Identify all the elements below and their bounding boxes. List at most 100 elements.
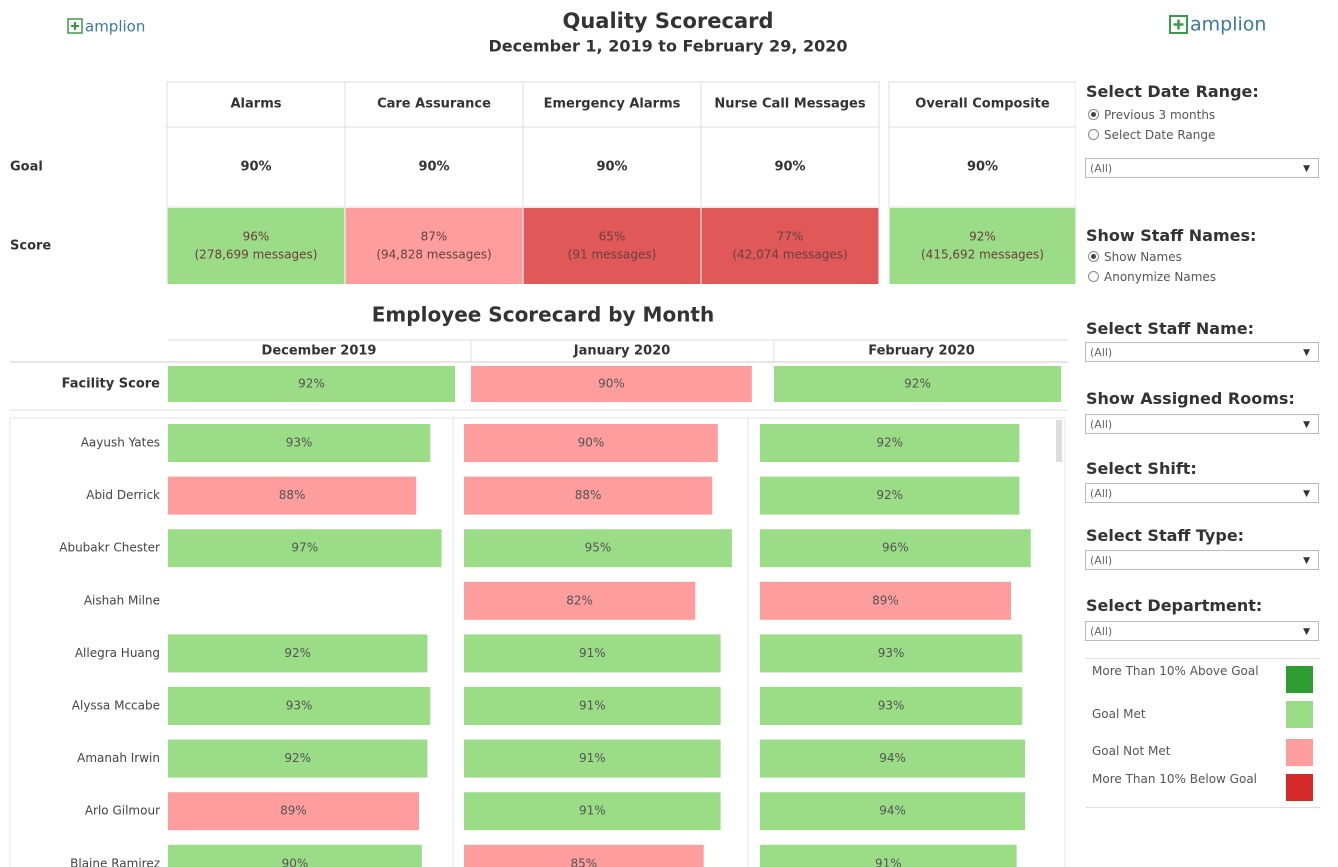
filter-label: Select Date Range: xyxy=(1086,82,1259,101)
radio-option[interactable]: Previous 3 months xyxy=(1088,108,1215,122)
bar-label: 96% xyxy=(882,541,909,555)
dropdown-arrow: ▼ xyxy=(1303,420,1310,430)
bar xyxy=(168,792,419,831)
dropdown-value: (All) xyxy=(1090,487,1113,500)
facility-value: 90% xyxy=(598,377,625,391)
radio-dot[interactable] xyxy=(1088,271,1099,282)
bar xyxy=(760,581,1011,620)
legend-label: More Than 10% Above Goal xyxy=(1092,664,1259,678)
dropdown[interactable]: (All) ▼ xyxy=(1085,414,1319,434)
facility-bar xyxy=(168,366,456,402)
radio-label: Show Names xyxy=(1104,250,1182,264)
filter-label: Show Assigned Rooms: xyxy=(1086,389,1295,408)
dropdown[interactable]: (All) ▼ xyxy=(1085,158,1319,178)
bar-label: 93% xyxy=(878,646,905,660)
radio-option[interactable]: Anonymize Names xyxy=(1088,270,1216,284)
column-header: Care Assurance xyxy=(377,97,491,112)
bar xyxy=(760,476,1020,515)
goal-value: 90% xyxy=(240,160,271,175)
row-label: Score xyxy=(10,239,51,254)
bar-label: 92% xyxy=(876,436,903,450)
bar-label: 92% xyxy=(876,488,903,502)
bar xyxy=(464,581,696,620)
bar-label: 91% xyxy=(579,699,606,713)
legend-label: Goal Met xyxy=(1092,707,1146,721)
dropdown[interactable]: (All) ▼ xyxy=(1085,483,1319,503)
radio-dot[interactable] xyxy=(1088,251,1099,262)
bar xyxy=(760,529,1031,568)
bar xyxy=(760,739,1026,778)
score-value: 92% xyxy=(969,230,996,244)
radio-dot[interactable] xyxy=(1088,109,1099,120)
bar-label: 82% xyxy=(566,593,593,607)
bar xyxy=(168,687,431,725)
facility-value: 92% xyxy=(298,377,325,391)
dropdown[interactable]: (All) ▼ xyxy=(1085,342,1319,362)
radio-dot[interactable] xyxy=(1088,129,1099,140)
bar-label: 92% xyxy=(284,646,311,660)
score-messages: (91 messages) xyxy=(568,248,657,262)
facility-bar xyxy=(471,366,752,402)
bar-label: 88% xyxy=(279,488,306,502)
employee-name: Blaine Ramirez xyxy=(70,856,160,867)
bar xyxy=(168,844,422,867)
bar-label: 93% xyxy=(878,699,905,713)
bar-label: 88% xyxy=(575,488,602,502)
dropdown-arrow: ▼ xyxy=(1303,489,1310,499)
dropdown[interactable]: (All) ▼ xyxy=(1085,621,1319,641)
bar xyxy=(760,792,1026,831)
radio-option[interactable]: Show Names xyxy=(1088,250,1182,264)
bar-label: 89% xyxy=(872,593,899,607)
dropdown-value: (All) xyxy=(1090,625,1113,638)
legend-swatch xyxy=(1286,666,1313,693)
goal-cell xyxy=(344,126,524,208)
bar xyxy=(168,476,417,515)
employee-name: Aishah Milne xyxy=(84,593,160,607)
filter-label: Show Staff Names: xyxy=(1086,226,1257,245)
goal-value: 90% xyxy=(596,160,627,175)
section-title: Employee Scorecard by Month xyxy=(372,303,714,327)
goal-value: 90% xyxy=(967,160,998,175)
score-value: 77% xyxy=(777,230,804,244)
score-cell xyxy=(889,208,1076,284)
score-cell xyxy=(523,208,701,284)
employee-name: Aayush Yates xyxy=(81,436,160,450)
column-header: Nurse Call Messages xyxy=(714,97,866,112)
employee-name: Allegra Huang xyxy=(75,646,160,660)
bar-label: 91% xyxy=(579,751,606,765)
header-cell xyxy=(888,81,1076,128)
radio-option[interactable]: Select Date Range xyxy=(1088,128,1215,142)
bar-label: 89% xyxy=(280,804,307,818)
column-header: Overall Composite xyxy=(915,97,1050,112)
facility-bar xyxy=(774,366,1062,402)
scrollbar-thumb xyxy=(1056,420,1062,462)
radio-label: Anonymize Names xyxy=(1104,270,1217,284)
column-header: Alarms xyxy=(231,97,282,112)
bar xyxy=(464,476,713,515)
logo-plus xyxy=(71,22,79,30)
scorecard-canvas: amplion Quality Scorecard December 1, 20… xyxy=(9,9,1076,867)
dropdown-value: (All) xyxy=(1090,418,1113,431)
dropdown-arrow: ▼ xyxy=(1303,348,1310,358)
bar xyxy=(464,687,721,725)
bar xyxy=(760,634,1023,673)
dropdown[interactable]: (All) ▼ xyxy=(1085,550,1319,570)
dropdown-value: (All) xyxy=(1090,554,1113,567)
employee-name: Alyssa Mccabe xyxy=(72,699,160,713)
goal-cell xyxy=(522,126,702,208)
row-label: Goal xyxy=(10,160,43,175)
bar xyxy=(464,529,732,568)
score-cell xyxy=(345,208,523,284)
radio-label: Previous 3 months xyxy=(1104,108,1216,122)
facility-value: 92% xyxy=(904,377,931,391)
score-messages: (278,699 messages) xyxy=(195,248,318,262)
bar-label: 94% xyxy=(879,804,906,818)
legend-label: More Than 10% Below Goal xyxy=(1092,772,1258,786)
goal-value: 90% xyxy=(774,160,805,175)
bar xyxy=(168,634,428,673)
facility-label: Facility Score xyxy=(62,377,161,392)
month-header: December 2019 xyxy=(262,344,377,359)
bar xyxy=(168,529,442,568)
dropdown-value: (All) xyxy=(1090,162,1113,175)
